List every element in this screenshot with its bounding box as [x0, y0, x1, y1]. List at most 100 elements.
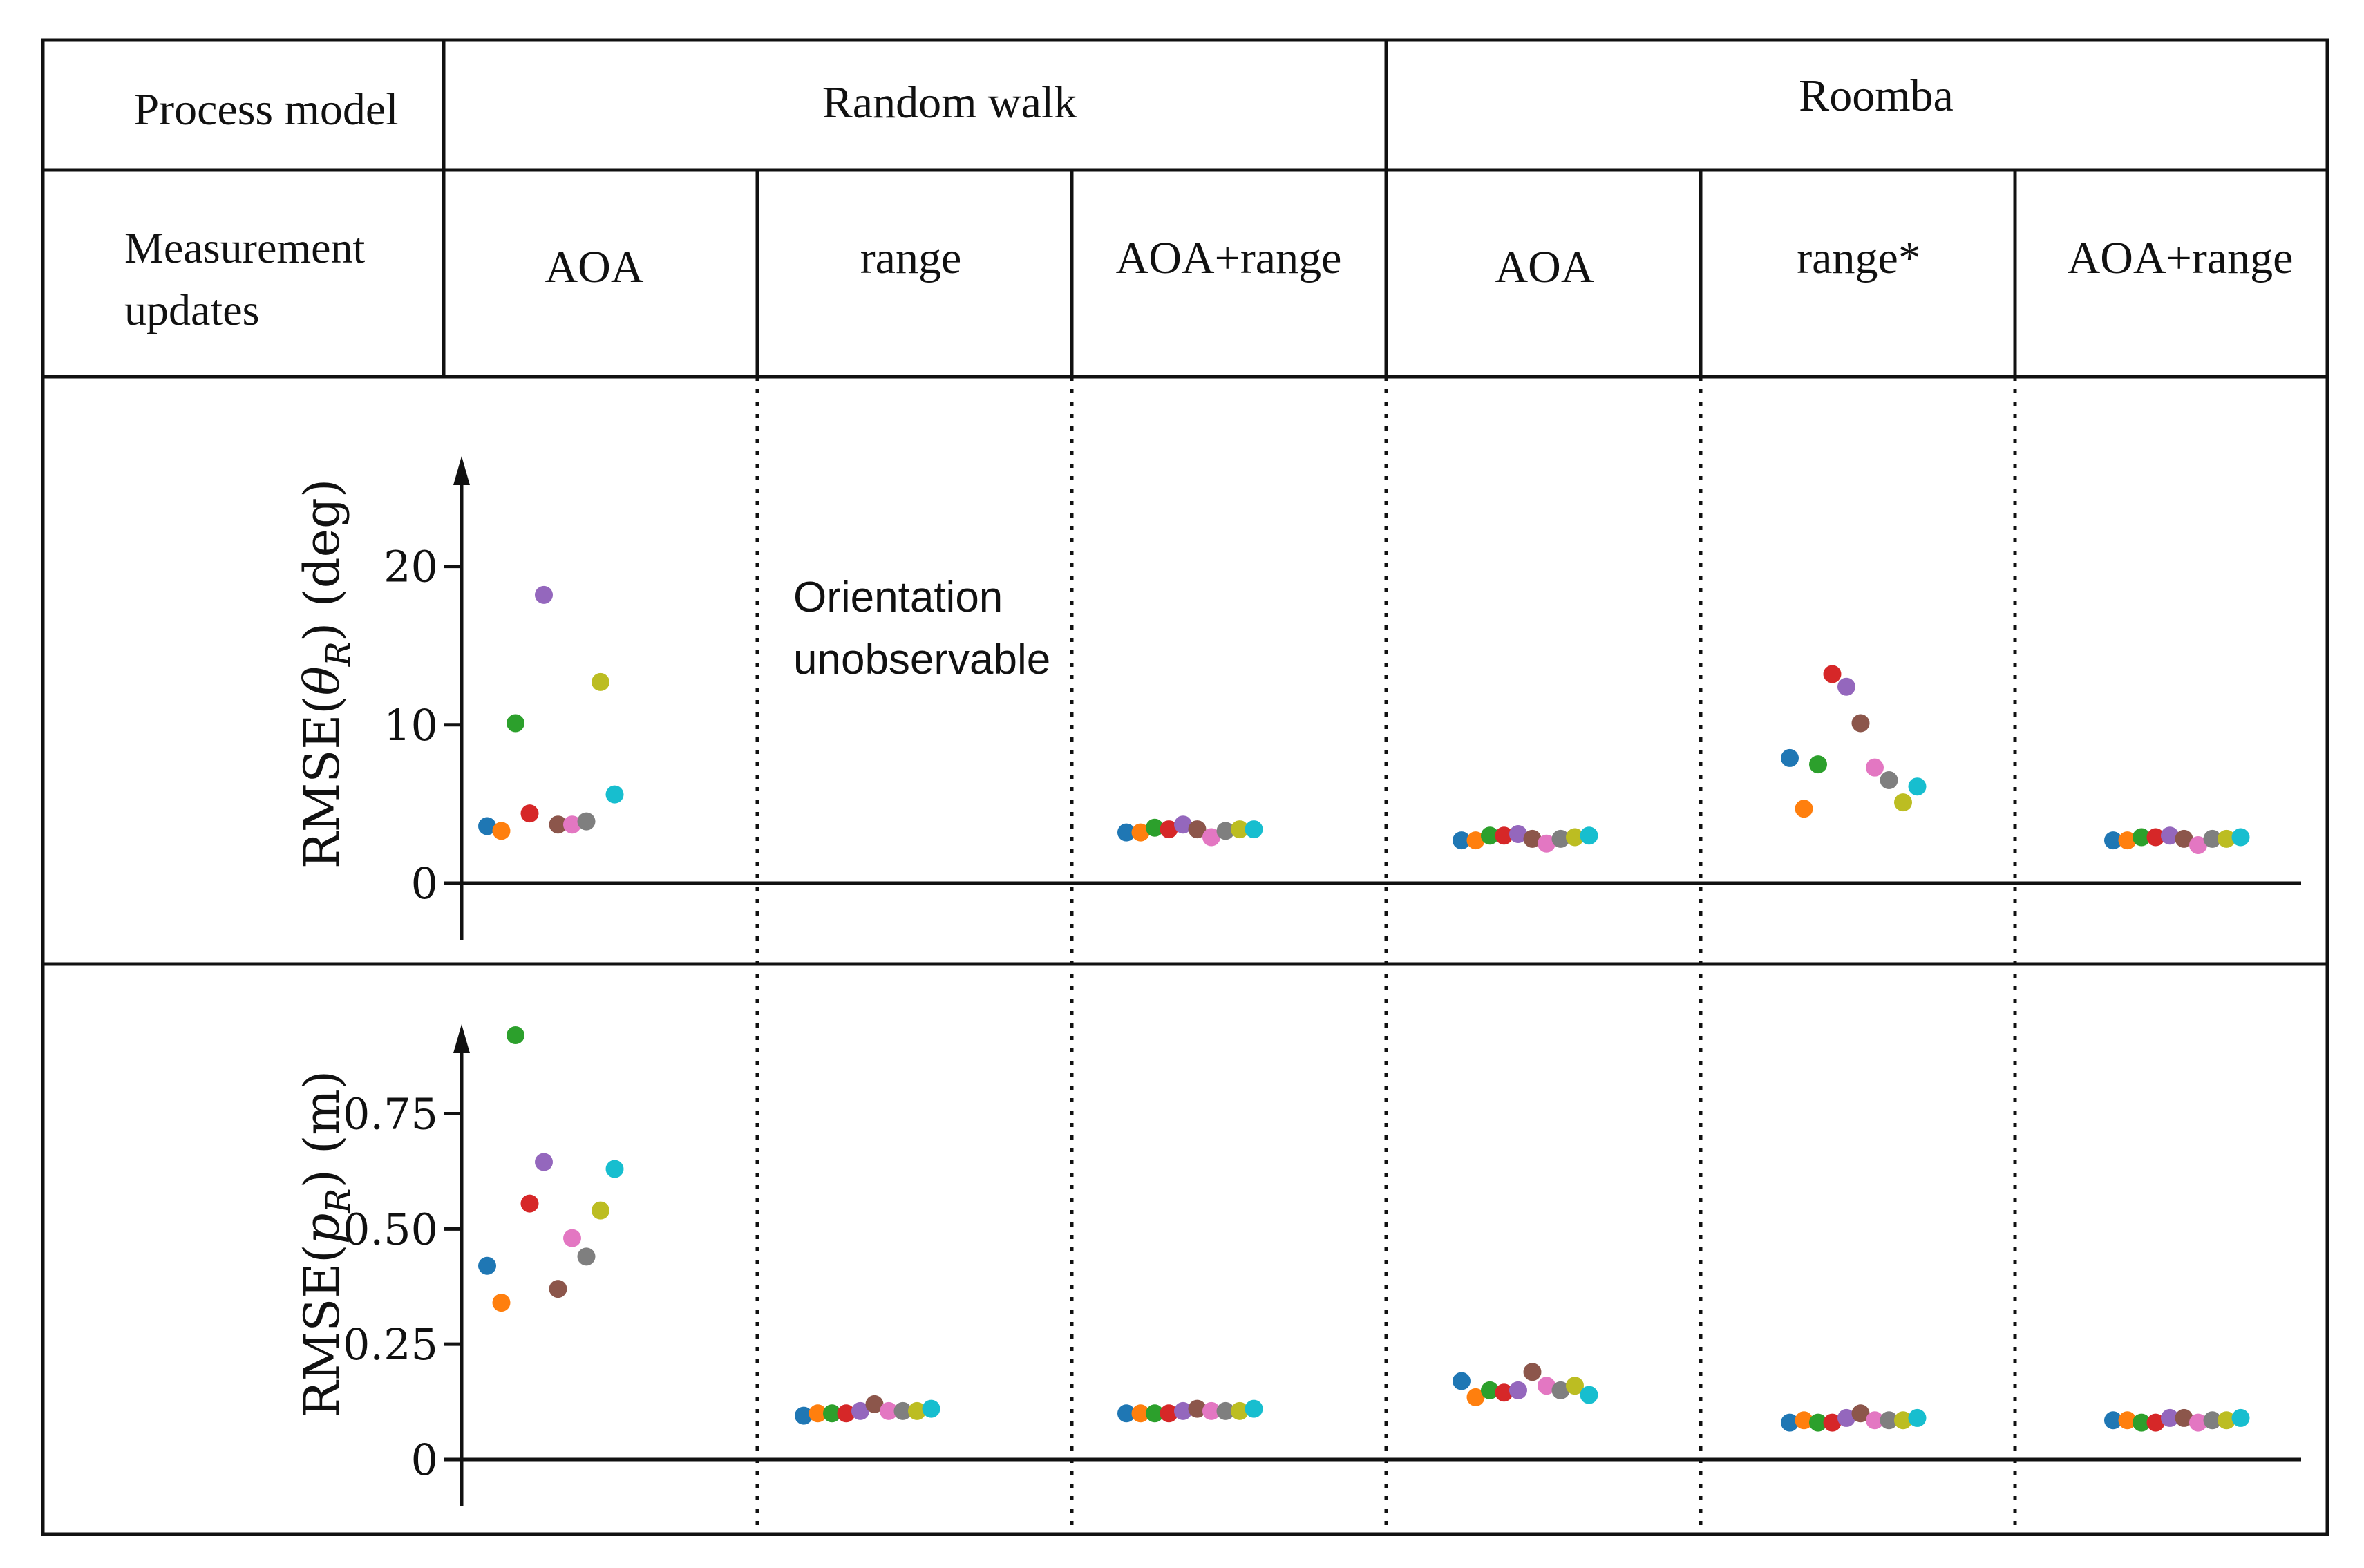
- data-point: [520, 804, 539, 823]
- data-point: [1866, 758, 1884, 777]
- y-axis-arrowhead: [453, 456, 470, 485]
- outer-border: [41, 38, 2329, 1536]
- data-point: [478, 817, 496, 835]
- data-point: [1566, 1377, 1584, 1395]
- data-point: [2104, 1411, 2122, 1430]
- data-point: [577, 812, 596, 831]
- data-point: [1453, 1372, 1471, 1390]
- data-point: [1117, 1404, 1135, 1423]
- data-point: [809, 1404, 827, 1423]
- measurement-label-line2: updates: [124, 285, 260, 334]
- data-point: [2161, 1408, 2179, 1427]
- orientation-unobservable-note-line2: unobservable: [793, 636, 1050, 683]
- data-point: [2189, 1413, 2207, 1432]
- data-point: [1880, 771, 1898, 790]
- data-point: [1202, 828, 1220, 847]
- header-text: Process model Random walk Roomba Measure…: [124, 70, 2293, 334]
- column-header-range-star: range*: [1797, 233, 1921, 283]
- data-point: [1117, 823, 1135, 842]
- data-point: [1160, 1404, 1178, 1423]
- group-random-walk: Random walk: [822, 77, 1077, 128]
- data-point: [2175, 1408, 2193, 1427]
- column-header-aoa: AOA: [1495, 242, 1594, 292]
- data-point: [1509, 1381, 1527, 1399]
- data-points: [478, 1026, 2250, 1432]
- data-point: [1523, 1363, 1542, 1381]
- data-point: [1174, 815, 1192, 834]
- y-tick-label: 0.50: [343, 1204, 438, 1254]
- data-point: [1851, 1404, 1870, 1423]
- data-point: [1837, 677, 1855, 696]
- data-point: [880, 1401, 898, 1420]
- data-point: [507, 1026, 524, 1045]
- data-point: [1466, 831, 1485, 850]
- data-point: [1538, 834, 1555, 853]
- process-model-label: Process model: [133, 84, 398, 135]
- data-point: [1231, 1401, 1249, 1420]
- y-axis-label: RMSE(pR) (m): [294, 1070, 358, 1417]
- column-header-aoa-range: AOA+range: [1116, 233, 1342, 283]
- data-points: [478, 585, 2250, 854]
- y-axis-label: RMSE(θR) (deg): [294, 479, 358, 869]
- column-header-aoa: AOA: [545, 242, 644, 292]
- data-point: [592, 672, 609, 691]
- data-point: [1908, 1408, 1927, 1427]
- orientation-rmse-plot: 0 10 20 RMSE(θR) (deg) Orientation unobser…: [294, 456, 2301, 940]
- data-point: [2189, 835, 2207, 854]
- data-point: [1231, 820, 1249, 839]
- data-point: [851, 1401, 869, 1420]
- data-point: [1894, 793, 1912, 812]
- data-point: [492, 1294, 511, 1312]
- data-point: [1781, 1413, 1799, 1432]
- data-point: [1538, 1377, 1555, 1395]
- data-point: [2118, 831, 2137, 850]
- measurement-label-line1: Measurement: [124, 223, 366, 272]
- data-point: [1481, 1381, 1499, 1399]
- data-point: [908, 1401, 926, 1420]
- data-point: [549, 815, 567, 834]
- data-point: [1823, 665, 1842, 683]
- data-point: [1908, 777, 1927, 796]
- y-tick-label: 0.25: [343, 1319, 438, 1370]
- data-point: [1131, 823, 1150, 842]
- column-header-aoa-range: AOA+range: [2068, 233, 2294, 283]
- data-point: [1781, 748, 1799, 767]
- data-point: [1131, 1404, 1150, 1423]
- data-point: [549, 1280, 567, 1298]
- data-point: [1481, 826, 1499, 845]
- data-point: [1509, 824, 1527, 843]
- y-ticks: 0 10 20: [384, 542, 462, 909]
- data-point: [893, 1401, 912, 1420]
- orientation-unobservable-note-line1: Orientation: [793, 574, 1003, 621]
- data-point: [1551, 829, 1570, 848]
- data-point: [1495, 1383, 1513, 1402]
- data-point: [1160, 820, 1178, 839]
- data-point: [1809, 755, 1827, 774]
- data-point: [2118, 1411, 2137, 1430]
- y-tick-label: 0: [411, 1435, 438, 1485]
- data-point: [592, 1201, 609, 1220]
- data-point: [2146, 828, 2165, 847]
- data-point: [1216, 822, 1235, 840]
- data-point: [2231, 1408, 2250, 1427]
- data-point: [1809, 1413, 1827, 1432]
- position-rmse-plot: 0 0.25 0.50 0.75 RMSE(pR) (m): [294, 1024, 2301, 1506]
- data-point: [865, 1395, 884, 1413]
- data-point: [1202, 1401, 1220, 1420]
- data-point: [1146, 1404, 1164, 1423]
- data-point: [2161, 826, 2179, 845]
- data-point: [520, 1194, 539, 1213]
- data-point: [1795, 800, 1813, 818]
- data-point: [2133, 828, 2150, 847]
- column-header-range: range: [860, 233, 962, 283]
- data-point: [2231, 828, 2250, 847]
- data-point: [2218, 1411, 2235, 1430]
- data-point: [577, 1247, 596, 1266]
- data-point: [1580, 1386, 1598, 1404]
- data-point: [1216, 1401, 1235, 1420]
- plot-column-dividers: [755, 377, 2017, 1534]
- data-point: [507, 714, 524, 733]
- data-point: [535, 585, 553, 604]
- data-point: [1580, 826, 1598, 845]
- data-point: [2203, 829, 2222, 848]
